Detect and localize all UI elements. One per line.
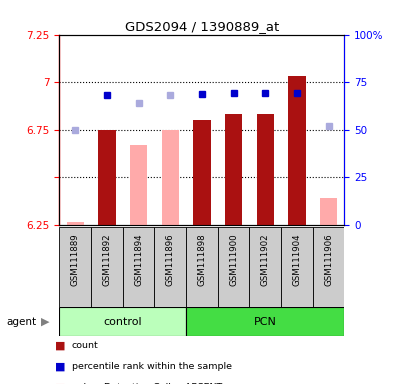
Bar xyxy=(130,145,147,225)
Text: ■: ■ xyxy=(55,362,66,372)
Bar xyxy=(319,198,337,225)
Bar xyxy=(224,114,242,225)
Text: GSM111900: GSM111900 xyxy=(229,233,238,286)
Bar xyxy=(256,114,273,225)
Bar xyxy=(186,227,217,307)
Bar xyxy=(217,227,249,307)
Bar xyxy=(98,130,115,225)
Bar xyxy=(59,227,91,307)
Bar xyxy=(288,76,305,225)
Bar xyxy=(161,130,179,225)
Text: GSM111896: GSM111896 xyxy=(165,233,174,286)
Text: GSM111902: GSM111902 xyxy=(260,233,269,286)
Bar xyxy=(281,227,312,307)
Bar xyxy=(312,227,344,307)
Text: GSM111906: GSM111906 xyxy=(323,233,332,286)
Text: GSM111904: GSM111904 xyxy=(292,233,301,286)
Bar xyxy=(66,222,84,225)
Bar xyxy=(122,227,154,307)
Text: percentile rank within the sample: percentile rank within the sample xyxy=(72,362,231,371)
Title: GDS2094 / 1390889_at: GDS2094 / 1390889_at xyxy=(124,20,279,33)
Text: GSM111889: GSM111889 xyxy=(71,233,80,286)
Text: PCN: PCN xyxy=(253,316,276,327)
Text: count: count xyxy=(72,341,98,350)
Text: GSM111892: GSM111892 xyxy=(102,233,111,286)
Text: control: control xyxy=(103,316,142,327)
Text: ■: ■ xyxy=(55,341,66,351)
Bar xyxy=(154,227,186,307)
Bar xyxy=(186,307,344,336)
Bar xyxy=(193,120,210,225)
Bar xyxy=(91,227,122,307)
Text: GSM111894: GSM111894 xyxy=(134,233,143,286)
Text: ▶: ▶ xyxy=(41,316,49,327)
Bar xyxy=(59,307,186,336)
Text: agent: agent xyxy=(6,316,36,327)
Text: ■: ■ xyxy=(55,383,66,384)
Bar xyxy=(249,227,281,307)
Text: GSM111898: GSM111898 xyxy=(197,233,206,286)
Text: value, Detection Call = ABSENT: value, Detection Call = ABSENT xyxy=(72,383,221,384)
